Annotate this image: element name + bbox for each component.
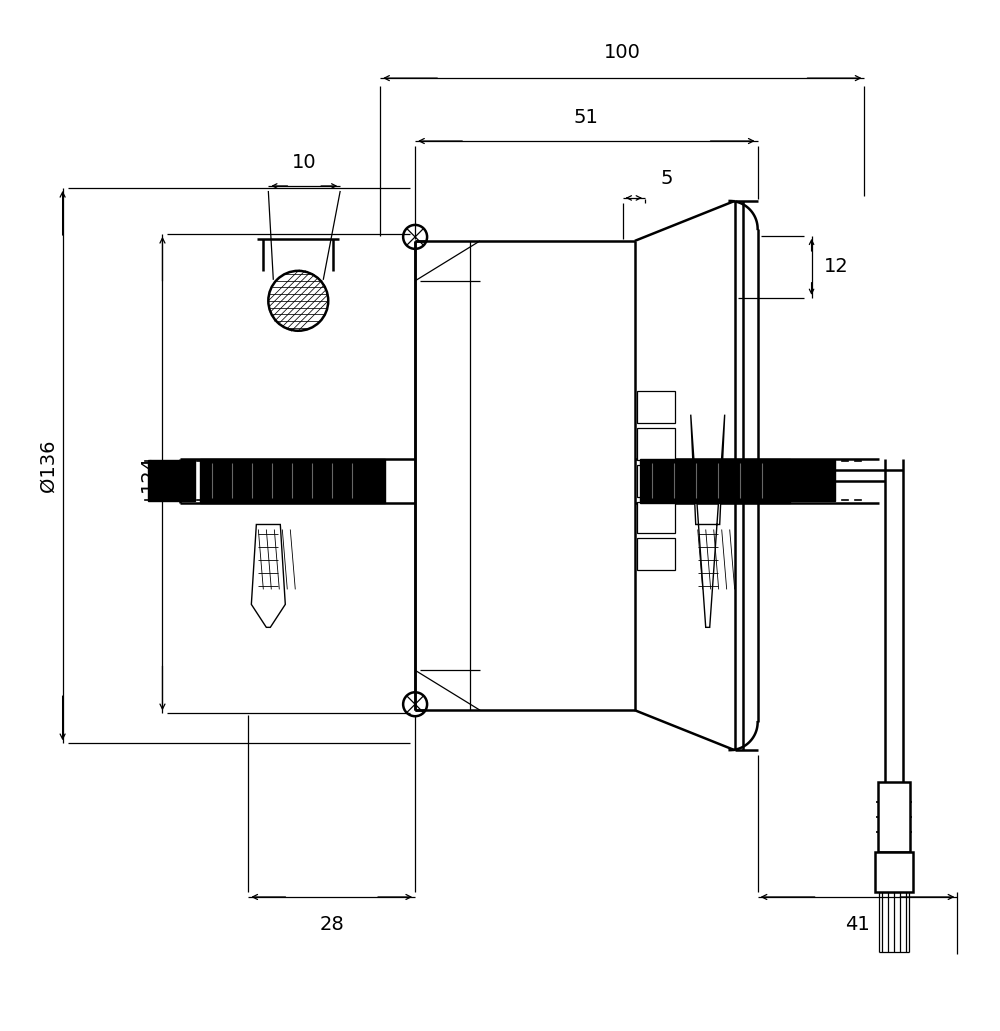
Bar <box>790 460 835 501</box>
Bar <box>875 852 913 892</box>
Bar <box>637 465 675 497</box>
Text: 41: 41 <box>845 914 870 934</box>
Bar <box>637 428 675 460</box>
Polygon shape <box>251 525 285 627</box>
Text: 100: 100 <box>604 43 641 62</box>
Text: 10: 10 <box>292 153 317 172</box>
Bar <box>637 538 675 570</box>
Bar <box>878 783 910 852</box>
Polygon shape <box>691 414 725 627</box>
Bar <box>640 459 790 502</box>
Bar <box>637 391 675 423</box>
Text: 51: 51 <box>574 108 599 127</box>
Bar <box>148 460 195 501</box>
Bar <box>200 459 385 502</box>
Bar <box>637 501 675 533</box>
Circle shape <box>268 271 328 331</box>
Text: Ø136: Ø136 <box>39 439 58 492</box>
Text: 28: 28 <box>319 914 344 934</box>
Text: 124: 124 <box>138 455 157 492</box>
Text: 12: 12 <box>824 258 848 276</box>
Text: 5: 5 <box>661 169 673 188</box>
